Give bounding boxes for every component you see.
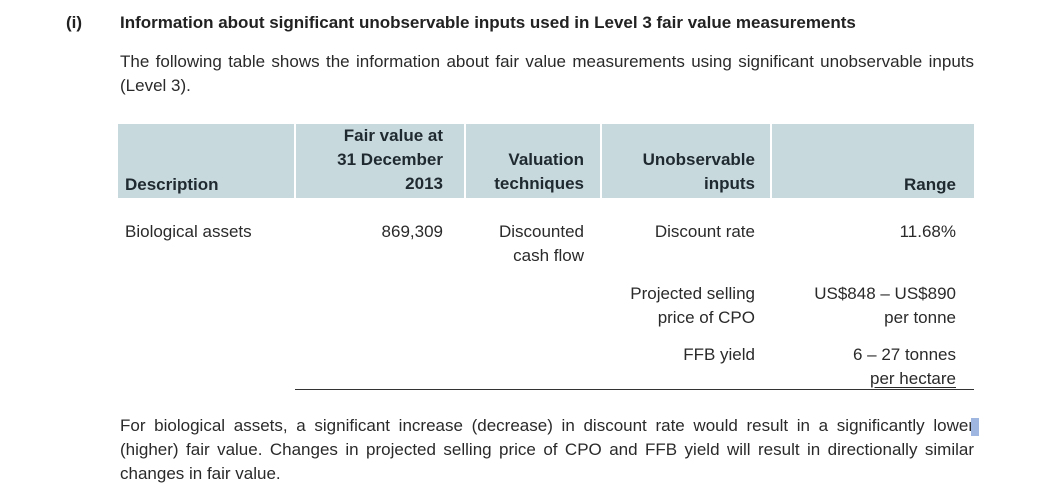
cell-valuation-line: Discounted [498, 222, 584, 241]
cell-input-selling-price: Projected selling price of CPO [590, 282, 755, 330]
note-paragraph: For biological assets, a significant inc… [120, 416, 974, 483]
cell-range-line: per hectare [870, 369, 956, 388]
header-separator [770, 124, 772, 198]
header-fair-value: Fair value at 31 December 2013 [300, 124, 443, 196]
header-fair-value-line: 2013 [405, 174, 443, 193]
cell-input-line: Projected selling [630, 284, 755, 303]
header-unobservable-line: Unobservable [642, 150, 755, 169]
section-number: (i) [66, 13, 83, 32]
header-separator [464, 124, 466, 198]
cell-input-line: price of CPO [657, 308, 755, 327]
cell-fair-value: 869,309 [381, 222, 443, 241]
cell-description: Biological assets [125, 222, 252, 241]
cell-input-discount-rate: Discount rate [654, 222, 755, 241]
header-description: Description [125, 175, 219, 194]
header-fair-value-line: 31 December [337, 150, 443, 169]
cell-input-ffb-yield: FFB yield [683, 345, 755, 364]
text-cursor [971, 418, 979, 436]
cell-range-selling-price: US$848 – US$890 per tonne [760, 282, 956, 330]
section-title: Information about significant unobservab… [120, 13, 856, 32]
header-separator [600, 124, 602, 198]
cell-range-discount-rate: 11.68% [899, 222, 956, 241]
header-fair-value-line: Fair value at [343, 126, 443, 145]
table-bottom-rule [295, 389, 974, 390]
cell-range-line: 6 – 27 tonnes [852, 345, 956, 364]
table-header-band [118, 124, 974, 198]
header-range: Range [904, 175, 956, 194]
cell-range-ffb-yield: 6 – 27 tonnes per hectare [776, 343, 956, 391]
header-valuation-techniques: Valuation techniques [466, 148, 584, 196]
cell-range-line: per tonne [884, 308, 956, 327]
cell-valuation-line: cash flow [513, 246, 584, 265]
header-unobservable-line: inputs [704, 174, 755, 193]
header-unobservable-inputs: Unobservable inputs [606, 148, 755, 196]
intro-paragraph: The following table shows the informatio… [120, 52, 974, 95]
cell-valuation-technique: Discounted cash flow [466, 220, 584, 268]
header-valuation-line: Valuation [508, 150, 584, 169]
header-separator [294, 124, 296, 198]
cell-range-line: US$848 – US$890 [814, 284, 956, 303]
header-valuation-line: techniques [494, 174, 584, 193]
